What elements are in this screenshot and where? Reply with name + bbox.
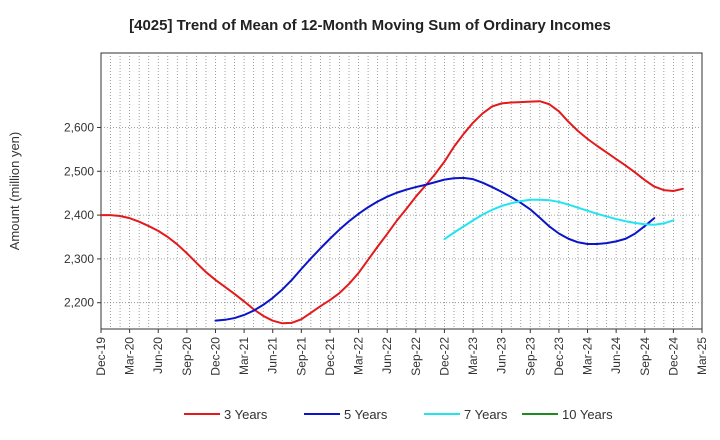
series-lines (100, 100, 684, 325)
y-tick-label: 2,200 (64, 296, 94, 310)
y-axis-ticks: 2,200 2,300 2,400 2,500 2,600 (64, 120, 101, 310)
x-tick-label: Dec-20 (208, 337, 222, 376)
x-tick-label: Dec-23 (552, 337, 566, 376)
x-tick-label: Dec-22 (437, 337, 451, 376)
x-tick-label: Jun-22 (380, 337, 394, 374)
x-tick-label: Dec-19 (94, 337, 108, 376)
legend-entry: 5 Years (344, 407, 388, 422)
y-tick-label: 2,400 (64, 208, 94, 222)
y-tick-label: 2,300 (64, 252, 94, 266)
x-tick-label: Sep-23 (523, 337, 537, 376)
legend-entry: 7 Years (464, 407, 508, 422)
x-tick-label: Mar-23 (466, 337, 480, 375)
y-axis-label: Amount (million yen) (7, 132, 22, 251)
x-tick-label: Sep-22 (409, 337, 423, 376)
x-tick-label: Sep-21 (294, 337, 308, 376)
x-tick-label: Jun-21 (266, 337, 280, 374)
x-tick-label: Mar-22 (352, 337, 366, 375)
series-line-5-years (214, 176, 656, 322)
x-tick-label: Dec-21 (323, 337, 337, 376)
x-tick-label: Jun-20 (151, 337, 165, 374)
grid-lines (101, 53, 702, 329)
y-tick-label: 2,500 (64, 164, 94, 178)
x-axis-ticks: Dec-19 Mar-20 Jun-20 Sep-20 Dec-20 Mar-21 Jun-… (94, 329, 709, 376)
x-tick-label: Mar-20 (123, 337, 137, 375)
x-tick-label: Mar-21 (237, 337, 251, 375)
x-tick-label: Jun-23 (495, 337, 509, 374)
x-tick-label: Jun-24 (609, 337, 623, 374)
x-tick-label: Dec-24 (666, 337, 680, 376)
series-line-3-years (100, 100, 684, 325)
x-tick-label: Mar-24 (581, 337, 595, 375)
x-tick-label: Mar-25 (695, 337, 709, 375)
y-tick-label: 2,600 (64, 120, 94, 134)
legend-entry: 10 Years (562, 407, 613, 422)
legend-entry: 3 Years (224, 407, 268, 422)
legend: 3 Years 5 Years 7 Years 10 Years (184, 407, 613, 422)
x-tick-label: Sep-24 (638, 337, 652, 376)
x-tick-label: Sep-20 (180, 337, 194, 376)
series-line-7-years (443, 198, 675, 241)
chart-title: [4025] Trend of Mean of 12-Month Moving … (129, 17, 611, 34)
